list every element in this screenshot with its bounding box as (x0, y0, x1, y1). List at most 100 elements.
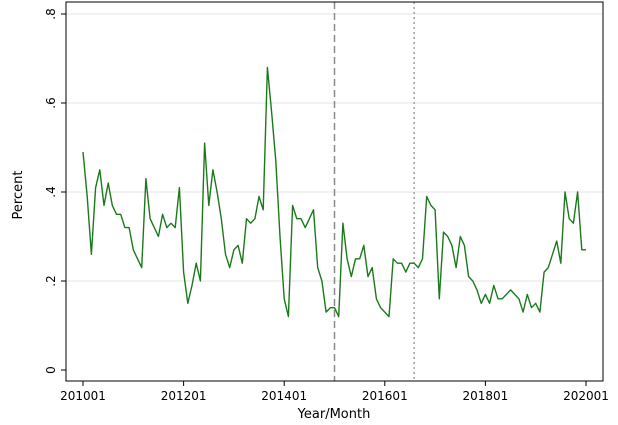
x-axis: 201001 201201 201401 201601 201801 202001 (60, 381, 609, 403)
data-point (493, 284, 495, 286)
x-tick-label: 201401 (261, 389, 307, 403)
data-point (446, 235, 448, 237)
data-point (354, 258, 356, 260)
data-point (120, 213, 122, 215)
data-point (539, 311, 541, 313)
y-tick-label: .4 (44, 186, 58, 197)
data-point (417, 266, 419, 268)
data-point (488, 302, 490, 304)
data-point (300, 218, 302, 220)
data-point (576, 191, 578, 193)
data-point (166, 226, 168, 228)
data-point (195, 262, 197, 264)
data-point (476, 289, 478, 291)
data-point (371, 266, 373, 268)
data-point (518, 298, 520, 300)
data-point (551, 253, 553, 255)
data-point (522, 311, 524, 313)
data-point (241, 262, 243, 264)
data-point (472, 280, 474, 282)
data-point (442, 231, 444, 233)
data-point (568, 218, 570, 220)
data-point (103, 204, 105, 206)
data-point (182, 271, 184, 273)
data-point (191, 284, 193, 286)
x-tick-label: 201001 (60, 389, 106, 403)
data-point (400, 262, 402, 264)
data-point (224, 253, 226, 255)
data-point (564, 191, 566, 193)
data-point (128, 226, 130, 228)
data-point (174, 226, 176, 228)
data-point (367, 275, 369, 277)
data-point (555, 240, 557, 242)
data-point (384, 311, 386, 313)
x-tick-label: 201201 (161, 389, 207, 403)
data-point (94, 186, 96, 188)
data-point (572, 222, 574, 224)
y-axis-title: Percent (11, 171, 26, 220)
data-point (455, 266, 457, 268)
data-point (333, 307, 335, 309)
data-point (514, 293, 516, 295)
data-point (279, 235, 281, 237)
data-point (543, 271, 545, 273)
x-axis-title: Year/Month (297, 407, 371, 422)
data-point (107, 182, 109, 184)
data-point (480, 302, 482, 304)
data-point (321, 280, 323, 282)
data-point (421, 258, 423, 260)
data-point (212, 169, 214, 171)
data-point (451, 244, 453, 246)
data-point (132, 249, 134, 251)
data-point (245, 218, 247, 220)
data-point (254, 218, 256, 220)
data-point (560, 262, 562, 264)
data-point (375, 298, 377, 300)
data-point (178, 186, 180, 188)
data-point (262, 209, 264, 211)
x-tick-label: 202001 (563, 389, 609, 403)
data-point (136, 258, 138, 260)
data-point (161, 213, 163, 215)
data-point (153, 226, 155, 228)
data-point (291, 204, 293, 206)
y-axis: 0 .2 .4 .6 .8 (44, 8, 66, 374)
data-point (535, 302, 537, 304)
data-point (467, 275, 469, 277)
y-tick-label: .6 (44, 97, 58, 108)
data-point (434, 209, 436, 211)
data-point (337, 315, 339, 317)
data-point (497, 298, 499, 300)
data-point (396, 262, 398, 264)
data-point (363, 244, 365, 246)
data-point (296, 218, 298, 220)
data-point (547, 266, 549, 268)
data-point (413, 262, 415, 264)
data-point (115, 213, 117, 215)
data-point (258, 195, 260, 197)
data-point (325, 311, 327, 313)
data-point (170, 222, 172, 224)
y-tick-label: .2 (44, 275, 58, 286)
data-point (526, 293, 528, 295)
data-point (350, 275, 352, 277)
data-point (459, 235, 461, 237)
data-point (581, 249, 583, 251)
data-point (308, 218, 310, 220)
x-tick-label: 201601 (362, 389, 408, 403)
data-point (99, 169, 101, 171)
reference-lines (333, 2, 415, 381)
data-point (388, 315, 390, 317)
series-line (82, 66, 586, 318)
data-point (199, 280, 201, 282)
data-point (317, 266, 319, 268)
data-point (233, 249, 235, 251)
data-point (426, 195, 428, 197)
data-point (346, 258, 348, 260)
data-point (329, 307, 331, 309)
x-tick-label: 201801 (462, 389, 508, 403)
data-point (145, 177, 147, 179)
